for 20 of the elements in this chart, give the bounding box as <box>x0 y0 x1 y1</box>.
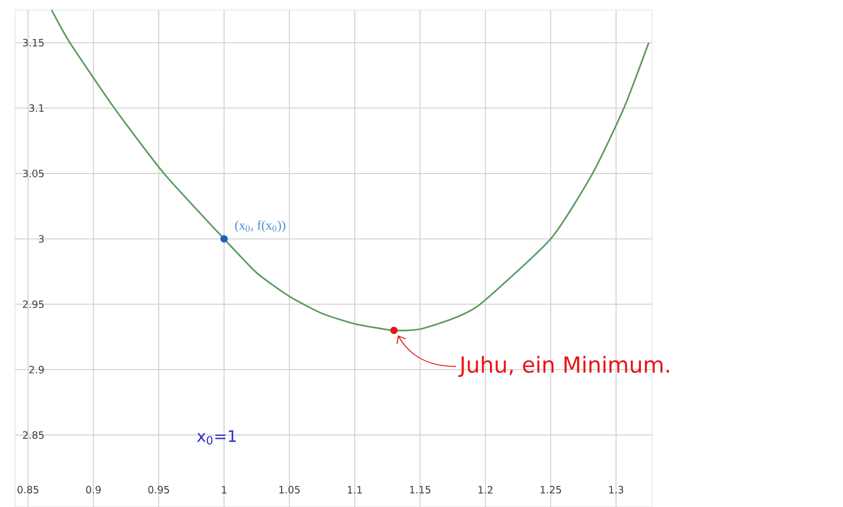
x-tick-label: 0.95 <box>148 486 169 494</box>
x-tick-label: 1.3 <box>609 486 624 494</box>
x-tick-label: 1.2 <box>478 486 492 494</box>
x-tick-label: 1.1 <box>348 486 362 494</box>
y-tick-label: 3.15 <box>22 38 44 46</box>
y-tick-label: 3.05 <box>22 169 44 178</box>
annotation: (x$_{0}$, f(x$_{0}$)) <box>235 220 286 232</box>
y-tick-label: 2.9 <box>29 366 44 374</box>
x-tick-label: 0.9 <box>86 486 101 494</box>
y-tick-label: 3 <box>38 234 44 242</box>
x-tick-label: 1 <box>222 486 226 494</box>
x-tick-label: 1.15 <box>410 486 430 494</box>
annotation: Juhu, ein Minimum. <box>458 356 669 377</box>
x-tick-label: 1.05 <box>279 486 300 494</box>
x-tick-label: 0.85 <box>18 486 38 494</box>
annotation: x$_{0}$=1 <box>197 430 236 444</box>
y-tick-label: 3.1 <box>29 104 44 112</box>
y-tick-label: 2.95 <box>22 300 44 308</box>
x-tick-label: 1.25 <box>540 486 561 494</box>
y-tick-label: 2.85 <box>22 431 44 439</box>
